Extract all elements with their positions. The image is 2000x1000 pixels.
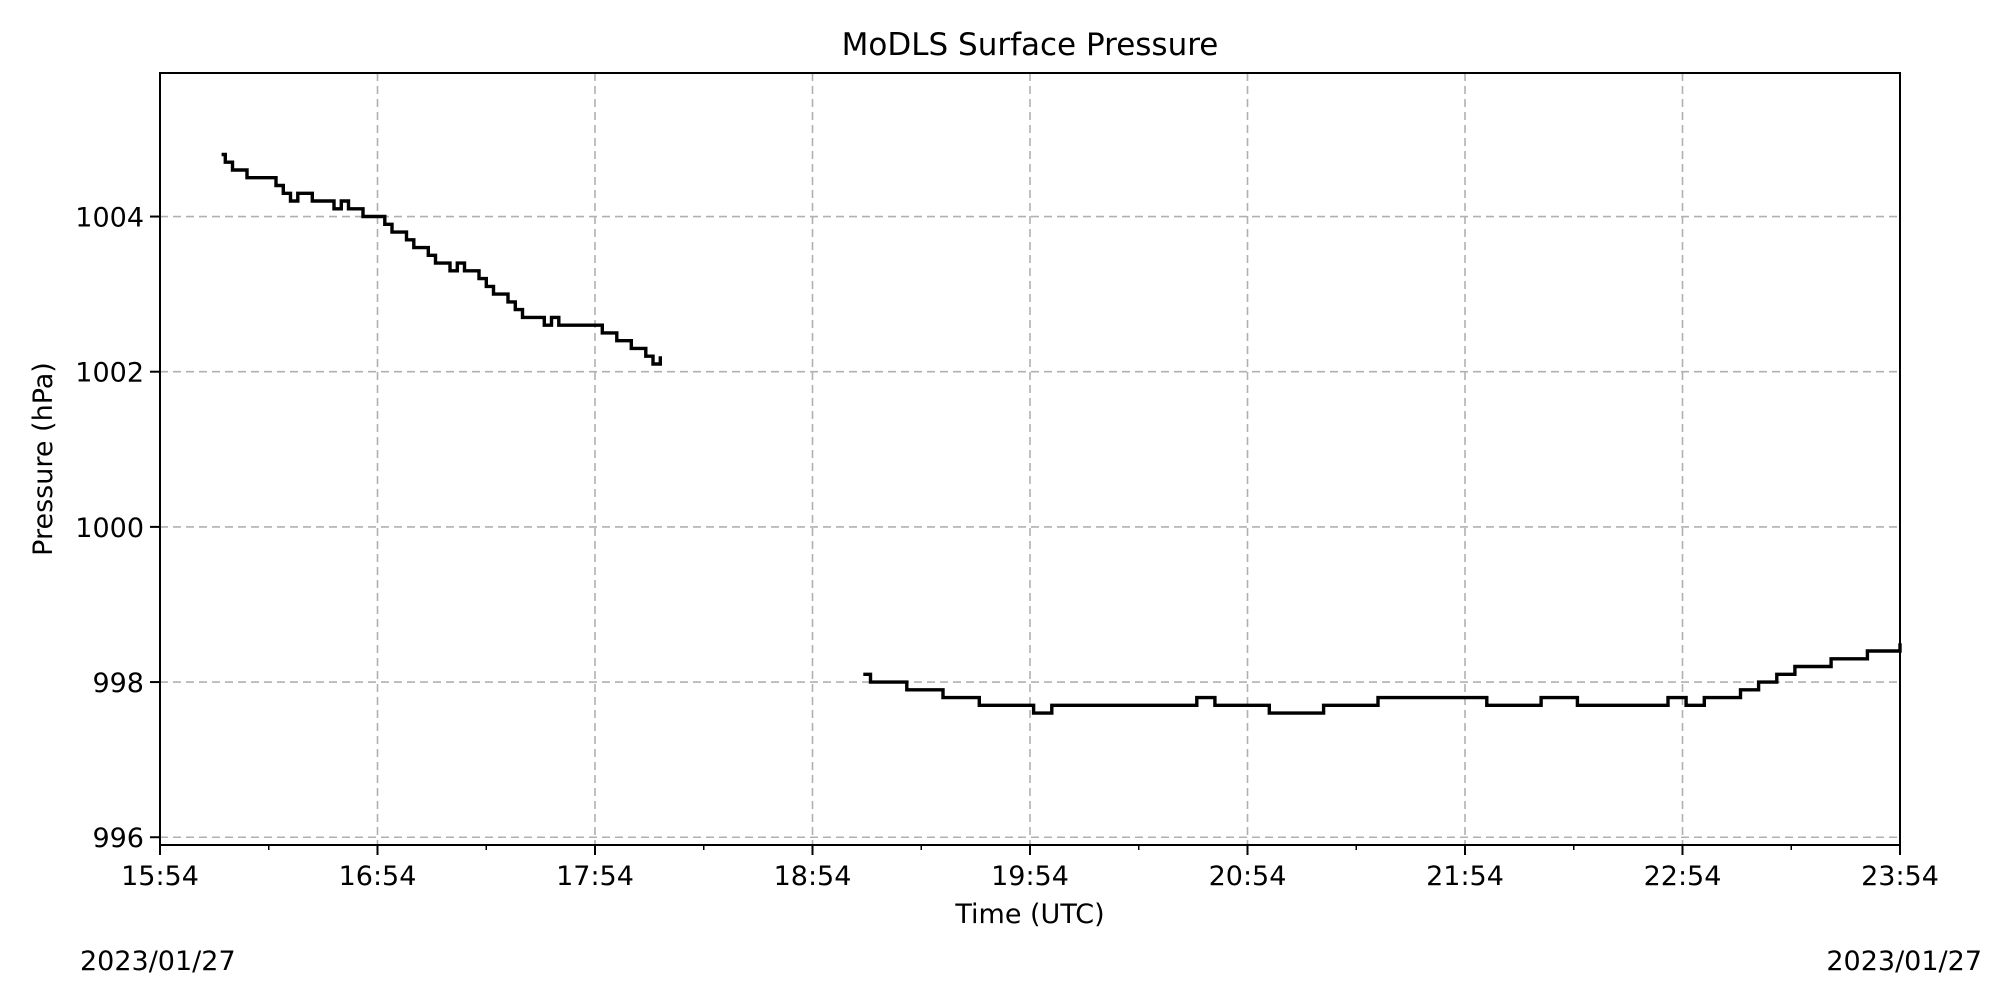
x-axis-label: Time (UTC) <box>954 899 1104 930</box>
x-tick-label: 22:54 <box>1644 861 1722 892</box>
end-date-label: 2023/01/27 <box>1826 946 1982 977</box>
axis-ticks <box>150 215 1901 855</box>
y-tick-label: 1002 <box>75 358 144 389</box>
chart-title: MoDLS Surface Pressure <box>842 27 1219 63</box>
pressure-series-segment-2 <box>863 643 1902 715</box>
x-tick-label: 17:54 <box>556 861 634 892</box>
axis-tick-labels: 15:54 16:54 17:54 18:54 19:54 20:54 21:54 22:54… <box>75 203 1939 892</box>
x-tick-label: 23:54 <box>1861 861 1939 892</box>
y-tick-label: 1000 <box>75 513 144 544</box>
start-date-label: 2023/01/27 <box>80 946 236 977</box>
x-tick-label: 15:54 <box>121 861 199 892</box>
y-tick-label: 996 <box>92 823 144 854</box>
y-tick-label: 1004 <box>75 203 144 234</box>
x-tick-label: 21:54 <box>1426 861 1504 892</box>
x-tick-label: 20:54 <box>1209 861 1287 892</box>
x-tick-label: 16:54 <box>339 861 417 892</box>
y-tick-label: 998 <box>92 668 144 699</box>
pressure-series-segment-1 <box>221 152 662 366</box>
grid-lines <box>159 73 1901 845</box>
x-tick-label: 19:54 <box>991 861 1069 892</box>
y-axis-label: Pressure (hPa) <box>28 362 59 556</box>
data-series <box>221 152 1902 715</box>
x-tick-label: 18:54 <box>774 861 852 892</box>
